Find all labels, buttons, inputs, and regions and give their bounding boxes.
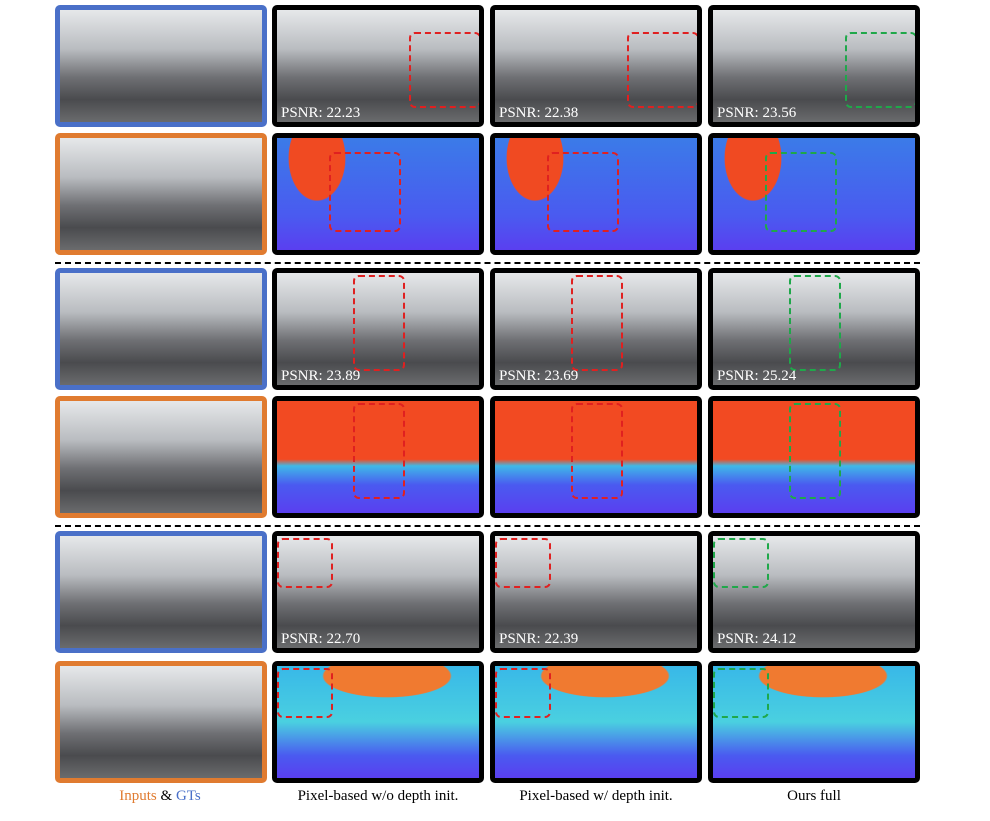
highlight-box [547, 152, 619, 232]
highlight-box [353, 275, 405, 371]
psnr-label: PSNR: 22.23 [281, 105, 361, 121]
depth-map [708, 661, 920, 783]
rendered-image: PSNR: 22.23 [272, 5, 484, 127]
rendered-image: PSNR: 22.70 [272, 531, 484, 653]
depth-map [490, 396, 702, 518]
highlight-box [713, 668, 769, 718]
depth-map [55, 133, 267, 255]
caption: Inputs & GTs [55, 788, 265, 805]
rendered-image: PSNR: 23.69 [490, 268, 702, 390]
rendered-image: PSNR: 25.24 [708, 268, 920, 390]
depth-map [708, 396, 920, 518]
highlight-box [277, 538, 333, 588]
depth-map [55, 661, 267, 783]
highlight-box [409, 32, 479, 108]
depth-map [272, 661, 484, 783]
caption-amp: & [160, 788, 173, 804]
highlight-box [789, 403, 841, 499]
psnr-label: PSNR: 22.38 [499, 105, 579, 121]
column-caption: Pixel-based w/o depth init. [297, 788, 459, 804]
highlight-box [353, 403, 405, 499]
psnr-label: PSNR: 22.39 [499, 631, 579, 647]
depth-map [490, 661, 702, 783]
highlight-box [627, 32, 697, 108]
caption-gts: GTs [175, 788, 201, 804]
highlight-box [495, 668, 551, 718]
depth-map [272, 396, 484, 518]
rendered-image: PSNR: 22.39 [490, 531, 702, 653]
depth-map [708, 133, 920, 255]
column-caption: Pixel-based w/ depth init. [519, 788, 673, 804]
rendered-image: PSNR: 24.12 [708, 531, 920, 653]
depth-map [490, 133, 702, 255]
column-caption: Ours full [787, 788, 841, 804]
psnr-label: PSNR: 24.12 [717, 631, 797, 647]
group-separator [55, 525, 920, 527]
rendered-image: PSNR: 23.89 [272, 268, 484, 390]
highlight-box [765, 152, 837, 232]
psnr-label: PSNR: 23.69 [499, 368, 579, 384]
highlight-box [495, 538, 551, 588]
highlight-box [789, 275, 841, 371]
highlight-box [845, 32, 915, 108]
highlight-box [329, 152, 401, 232]
group-separator [55, 262, 920, 264]
caption-inputs: Inputs [119, 788, 157, 804]
highlight-box [277, 668, 333, 718]
rendered-image [55, 531, 267, 653]
psnr-label: PSNR: 25.24 [717, 368, 797, 384]
highlight-box [571, 403, 623, 499]
psnr-label: PSNR: 23.56 [717, 105, 797, 121]
psnr-label: PSNR: 22.70 [281, 631, 361, 647]
psnr-label: PSNR: 23.89 [281, 368, 361, 384]
highlight-box [713, 538, 769, 588]
depth-map [55, 396, 267, 518]
highlight-box [571, 275, 623, 371]
rendered-image: PSNR: 23.56 [708, 5, 920, 127]
rendered-image: PSNR: 22.38 [490, 5, 702, 127]
rendered-image [55, 268, 267, 390]
depth-map [272, 133, 484, 255]
rendered-image [55, 5, 267, 127]
